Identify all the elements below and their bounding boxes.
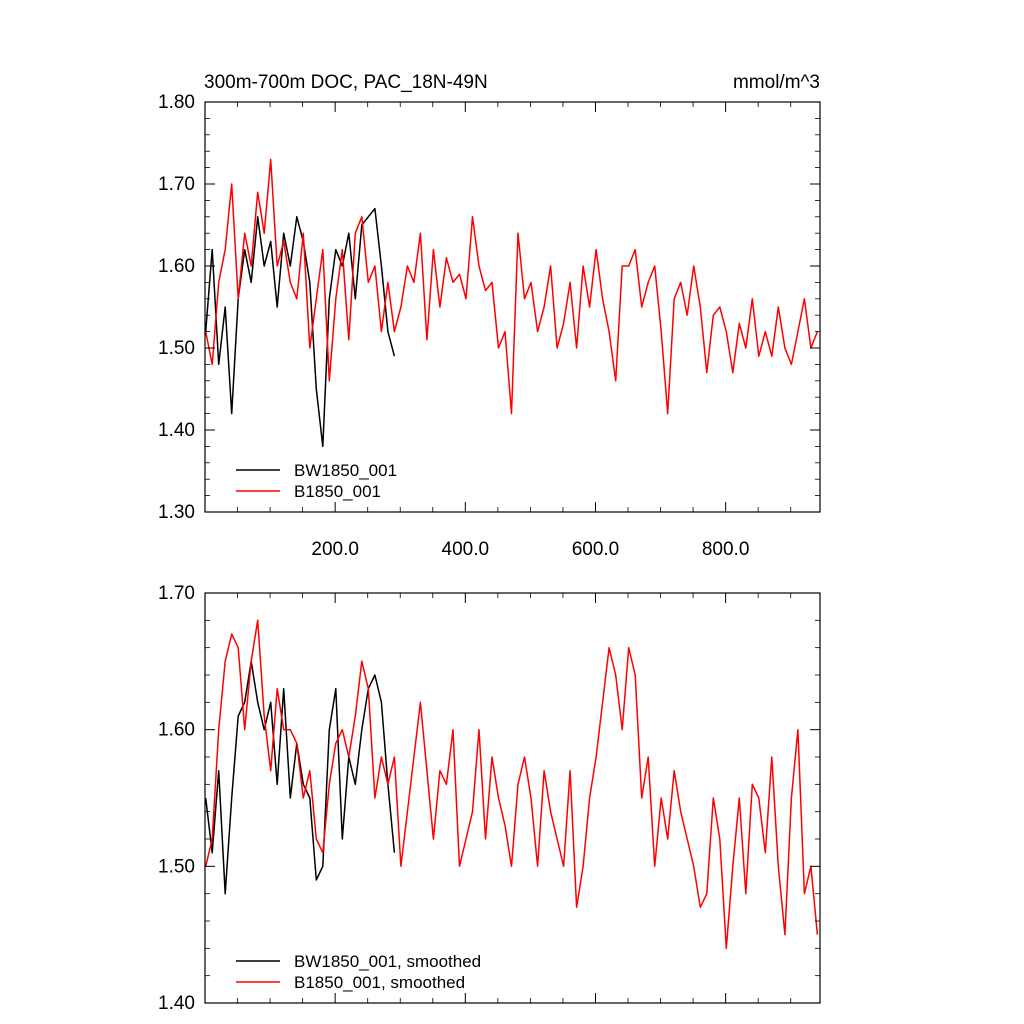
- bottom-panel: 1.40 1.50 1.60 1.70 BW1850_001, smoothed B1…: [158, 583, 821, 1014]
- top-ytick-label: 1.30: [158, 502, 195, 523]
- bottom-ytick-label: 1.70: [158, 583, 195, 604]
- units-label: mmol/m^3: [733, 72, 820, 93]
- top-series-lines: [204, 158, 819, 448]
- top-panel: 300m-700m DOC, PAC_18N-49N mmol/m^3 1.30…: [158, 72, 821, 560]
- bottom-series-lines: [204, 619, 819, 950]
- top-ytick-label: 1.60: [158, 256, 195, 277]
- legend-label-bw1850-smoothed: BW1850_001, smoothed: [294, 952, 481, 971]
- legend-label-b1850: B1850_001: [294, 482, 381, 501]
- bottom-plot-frame: [204, 592, 821, 1004]
- top-axes: 1.30 1.40 1.50 1.60 1.70 1.80 200.0 400.0 600.0 8…: [158, 92, 821, 560]
- bottom-ytick-label: 1.50: [158, 856, 195, 877]
- legend-label-b1850-smoothed: B1850_001, smoothed: [294, 973, 465, 992]
- top-xtick-label: 200.0: [311, 539, 359, 560]
- top-ytick-label: 1.80: [158, 92, 195, 113]
- bottom-axes: 1.40 1.50 1.60 1.70: [158, 583, 821, 1014]
- top-ytick-label: 1.70: [158, 174, 195, 195]
- legend-label-bw1850: BW1850_001: [294, 461, 397, 480]
- top-xtick-label: 600.0: [572, 539, 620, 560]
- top-plot-frame: [204, 101, 821, 513]
- chart-title: 300m-700m DOC, PAC_18N-49N: [204, 72, 488, 93]
- bottom-series-line-0: [204, 660, 396, 895]
- top-legend: BW1850_001 B1850_001: [236, 461, 397, 501]
- top-xtick-label: 400.0: [442, 539, 490, 560]
- top-ytick-label: 1.50: [158, 338, 195, 359]
- top-series-line-1: [204, 158, 819, 415]
- bottom-ytick-label: 1.60: [158, 720, 195, 741]
- top-xtick-label: 800.0: [702, 539, 750, 560]
- top-ytick-label: 1.40: [158, 420, 195, 441]
- bottom-series-line-1: [204, 619, 819, 950]
- bottom-legend: BW1850_001, smoothed B1850_001, smoothed: [236, 952, 481, 992]
- bottom-ytick-label: 1.40: [158, 993, 195, 1014]
